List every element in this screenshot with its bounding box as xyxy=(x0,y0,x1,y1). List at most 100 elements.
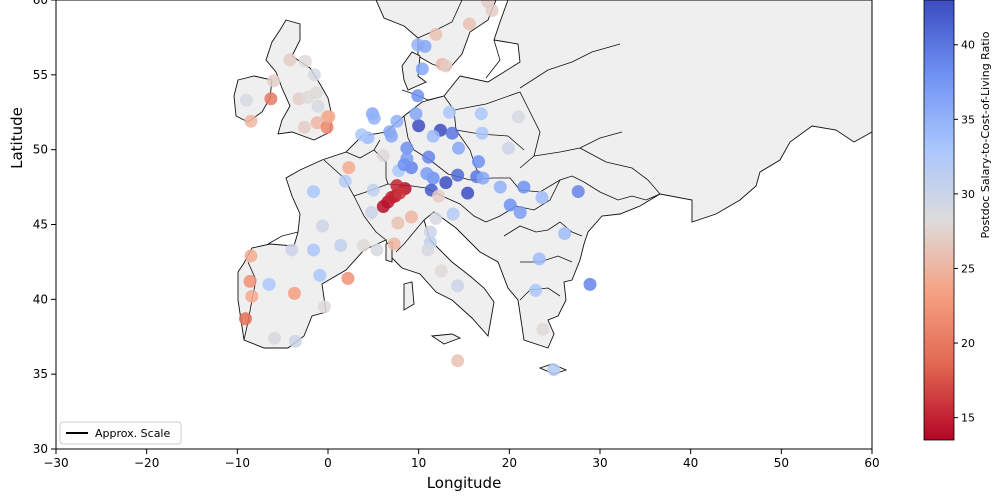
data-point xyxy=(297,120,311,134)
data-point xyxy=(451,168,465,182)
data-point xyxy=(338,174,352,188)
data-point xyxy=(421,243,435,257)
data-point xyxy=(536,322,550,336)
mainland-europe-shape xyxy=(237,0,872,349)
data-point xyxy=(475,126,489,140)
data-point xyxy=(418,39,432,53)
data-point xyxy=(451,354,465,368)
y-tick-label: 50 xyxy=(33,143,48,157)
data-point xyxy=(535,191,549,205)
denmark-shape xyxy=(401,51,427,91)
data-point xyxy=(365,206,379,220)
data-point xyxy=(476,171,490,185)
data-point xyxy=(423,225,437,239)
data-point xyxy=(517,180,531,194)
x-tick-label: 50 xyxy=(774,456,789,470)
legend: Approx. Scale xyxy=(59,421,182,445)
data-point xyxy=(442,105,456,119)
data-point xyxy=(309,86,323,100)
data-point xyxy=(307,68,321,82)
data-point xyxy=(313,268,327,282)
data-point xyxy=(355,128,369,142)
data-point xyxy=(422,150,436,164)
x-axis-label: Longitude xyxy=(427,474,502,492)
data-point xyxy=(356,238,370,252)
x-tick-label: 30 xyxy=(592,456,607,470)
data-point xyxy=(298,54,312,68)
data-point xyxy=(262,277,276,291)
colorbar-label: Postdoc Salary-to-Cost-of-Living Ratio xyxy=(979,31,992,238)
x-tick-label: −20 xyxy=(134,456,159,470)
data-point xyxy=(387,237,401,251)
data-point xyxy=(370,243,384,257)
data-point xyxy=(420,167,434,181)
data-point xyxy=(529,283,543,297)
data-point xyxy=(451,279,465,293)
data-point xyxy=(393,186,407,200)
data-point xyxy=(342,161,356,175)
data-point xyxy=(397,158,411,172)
data-point xyxy=(415,62,429,76)
data-point xyxy=(462,17,476,31)
data-point xyxy=(322,110,336,124)
legend-label: Approx. Scale xyxy=(95,427,170,440)
data-point xyxy=(391,216,405,230)
x-tick-label: 10 xyxy=(411,456,426,470)
colorbar-tick-label: 35 xyxy=(961,113,975,126)
data-point xyxy=(316,219,330,233)
y-tick-label: 30 xyxy=(33,442,48,456)
data-point xyxy=(317,300,331,314)
colorbar: 15 20 25 30 35 40 Postdoc Salary-to-Cost-of-L… xyxy=(923,0,992,441)
sicily-shape xyxy=(430,333,462,345)
data-point xyxy=(238,312,252,326)
data-point xyxy=(264,92,278,106)
data-point xyxy=(558,226,572,240)
data-point xyxy=(285,243,299,257)
data-point xyxy=(439,59,453,73)
data-point xyxy=(461,186,475,200)
data-point xyxy=(306,243,320,257)
data-point xyxy=(366,183,380,197)
data-point xyxy=(571,185,585,199)
data-point xyxy=(452,141,466,155)
colorbar-tick-label: 25 xyxy=(961,262,975,275)
data-point xyxy=(367,111,381,125)
data-point xyxy=(547,363,561,377)
y-tick-label: 40 xyxy=(33,292,48,306)
data-point xyxy=(239,93,253,107)
data-point xyxy=(311,99,325,113)
data-point xyxy=(513,206,527,220)
data-point xyxy=(412,119,426,133)
data-points xyxy=(238,0,597,377)
sardinia-shape xyxy=(403,281,415,311)
country-borders xyxy=(243,0,661,341)
x-tick-label: 60 xyxy=(864,456,879,470)
data-point xyxy=(267,74,281,88)
data-point xyxy=(429,27,443,41)
data-point xyxy=(376,149,390,163)
legend-box xyxy=(59,421,182,445)
data-point xyxy=(268,331,282,345)
data-point xyxy=(244,249,258,263)
x-axis-ticks: −30 −20 −10 0 10 20 30 40 50 60 xyxy=(43,449,880,470)
data-point xyxy=(503,198,517,212)
data-point xyxy=(400,141,414,155)
plot-area xyxy=(233,0,872,377)
data-point xyxy=(411,89,425,103)
data-point xyxy=(390,114,404,128)
data-point xyxy=(426,129,440,143)
data-point xyxy=(446,207,460,221)
data-point xyxy=(409,107,423,121)
data-point xyxy=(434,264,448,278)
colorbar-tick-label: 40 xyxy=(961,39,975,52)
x-tick-label: 0 xyxy=(324,456,332,470)
data-point xyxy=(532,252,546,266)
y-tick-label: 45 xyxy=(33,218,48,232)
data-point xyxy=(583,277,597,291)
colorbar-gradient xyxy=(923,0,955,441)
europe-landmass xyxy=(233,0,872,375)
data-point xyxy=(283,53,297,67)
data-point xyxy=(429,212,443,226)
data-point xyxy=(287,286,301,300)
